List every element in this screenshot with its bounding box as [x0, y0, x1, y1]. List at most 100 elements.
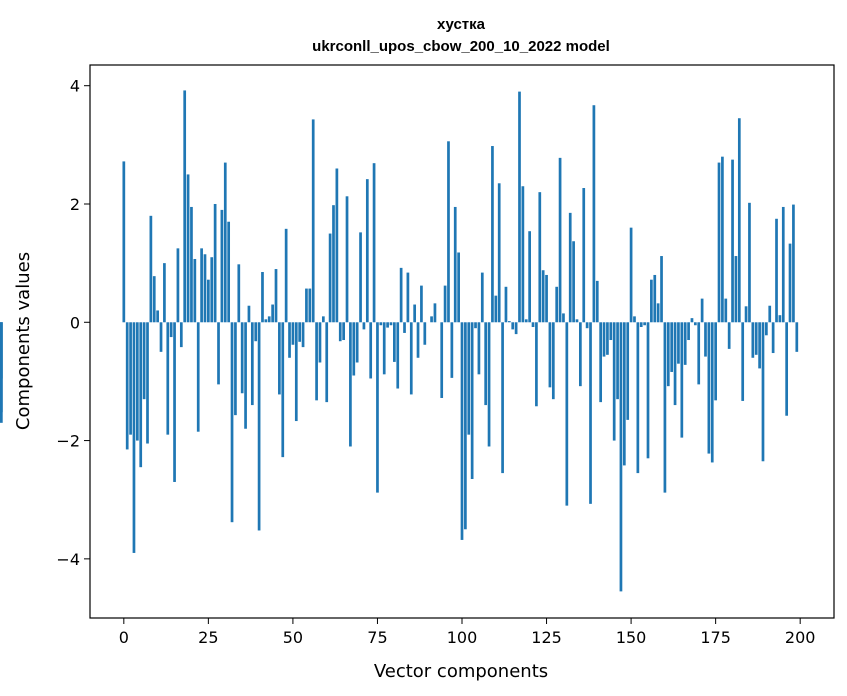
bar [602, 322, 606, 357]
bar [234, 322, 237, 416]
bar [619, 322, 623, 592]
bar [633, 316, 636, 323]
bar [622, 322, 626, 466]
bar [261, 272, 264, 323]
x-tick-label: 0 [119, 628, 129, 647]
bar [440, 322, 444, 398]
bar [595, 280, 599, 323]
bar [707, 322, 711, 454]
bar [758, 322, 761, 369]
bar [342, 322, 345, 341]
y-axis-label: Components values [13, 252, 34, 430]
bar [727, 322, 731, 349]
bar [413, 304, 417, 323]
y-tick-label: −2 [56, 432, 80, 451]
x-tick-label: 200 [785, 628, 816, 647]
bar [714, 322, 717, 401]
y-axis-ticks: −4 −2 0 2 4 [56, 77, 90, 569]
bar [338, 322, 342, 342]
x-tick-label: 150 [616, 628, 647, 647]
bar [639, 322, 643, 328]
bar [765, 322, 768, 336]
bar [355, 322, 359, 363]
bar [278, 322, 281, 395]
bar [291, 322, 295, 345]
bar [484, 322, 488, 406]
bar [325, 322, 329, 403]
bar [636, 322, 640, 474]
bar [335, 168, 339, 323]
bar [778, 315, 782, 323]
bar [551, 322, 555, 400]
bar [396, 322, 400, 389]
bar [254, 322, 258, 342]
bar [744, 306, 748, 323]
bar [474, 322, 477, 329]
bar [379, 322, 383, 326]
bar [629, 227, 633, 323]
bar [524, 319, 528, 323]
bar [156, 310, 159, 323]
bar [240, 322, 244, 394]
bars-group [0, 90, 799, 592]
bar [518, 91, 521, 323]
bar [535, 322, 538, 407]
bar [179, 322, 183, 348]
bar [541, 270, 545, 323]
bar [369, 322, 373, 379]
bar [213, 203, 217, 323]
bar [403, 322, 406, 333]
bar [393, 322, 396, 362]
bar [741, 322, 745, 401]
bar [210, 257, 214, 323]
bar [311, 119, 315, 323]
bar [315, 322, 318, 401]
y-tick-label: 4 [70, 77, 80, 96]
bar [795, 322, 799, 352]
bar [430, 316, 433, 323]
bar [514, 322, 518, 335]
bar [480, 272, 484, 323]
bar [460, 322, 464, 540]
bar [585, 322, 589, 329]
bar [721, 156, 724, 323]
bar [656, 303, 660, 323]
bar [748, 202, 751, 323]
bar [382, 322, 386, 375]
bar [771, 322, 775, 354]
plot-frame [89, 64, 835, 619]
bar [142, 322, 146, 400]
bar [582, 188, 586, 323]
bar [609, 322, 613, 341]
bar [673, 322, 677, 406]
bar [450, 322, 454, 378]
bar [274, 269, 278, 323]
bar [775, 218, 778, 323]
bar [298, 322, 302, 342]
bar [207, 279, 210, 323]
bar [653, 274, 657, 323]
bar [650, 279, 653, 323]
x-tick-label: 175 [700, 628, 731, 647]
bar [349, 322, 352, 447]
bar [616, 322, 619, 400]
bar [271, 304, 274, 323]
bar [572, 241, 575, 323]
bar [494, 295, 498, 323]
bar [267, 316, 271, 323]
bar [223, 162, 227, 323]
bar [190, 206, 193, 323]
bar [768, 305, 772, 323]
bar [680, 322, 684, 438]
bar [710, 322, 714, 463]
bar [146, 322, 149, 444]
bar [139, 322, 143, 468]
bar [305, 288, 308, 323]
bar [406, 272, 410, 323]
bar [196, 322, 200, 432]
bar [284, 228, 288, 323]
bar [389, 322, 393, 326]
bar [737, 118, 741, 323]
bar [125, 322, 129, 450]
bar [386, 322, 389, 328]
